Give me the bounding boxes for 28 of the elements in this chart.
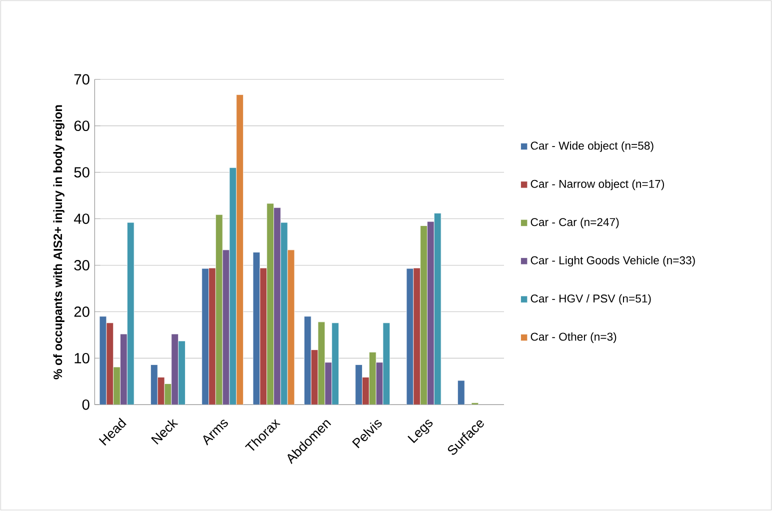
legend-label: Car - Narrow object (n=17) [530,180,664,190]
y-tick-label: 30 [74,260,90,271]
y-tick-label: 0 [82,400,90,410]
y-tick-label: 60 [74,120,90,132]
bar [332,322,339,405]
bar [266,203,274,405]
legend-label: Car - Car (n=247) [530,218,619,229]
y-tick-label: 20 [74,306,90,318]
bar [420,226,428,405]
bar [274,208,281,405]
legend-label: Car - Other (n=3) [530,332,616,344]
legend-label: Car - Light Goods Vehicle (n=33) [530,256,695,267]
bar [324,362,332,405]
bar [120,334,128,405]
y-tick-label: 70 [74,74,90,85]
legend-label: Car - Wide object (n=58) [530,142,654,152]
y-tick-label: 50 [74,167,90,178]
y-axis-title: % of occupants with AIS2+ injury in body region [53,105,64,380]
legend-label: Car - HGV / PSV (n=51) [530,294,651,305]
y-tick-label: 10 [74,353,90,364]
bar [368,352,376,405]
bar [171,334,179,405]
bar [113,366,120,405]
bar [457,380,465,405]
y-tick-label: 40 [74,214,90,224]
bar [178,340,186,405]
bar [427,222,434,405]
bar [215,214,223,405]
